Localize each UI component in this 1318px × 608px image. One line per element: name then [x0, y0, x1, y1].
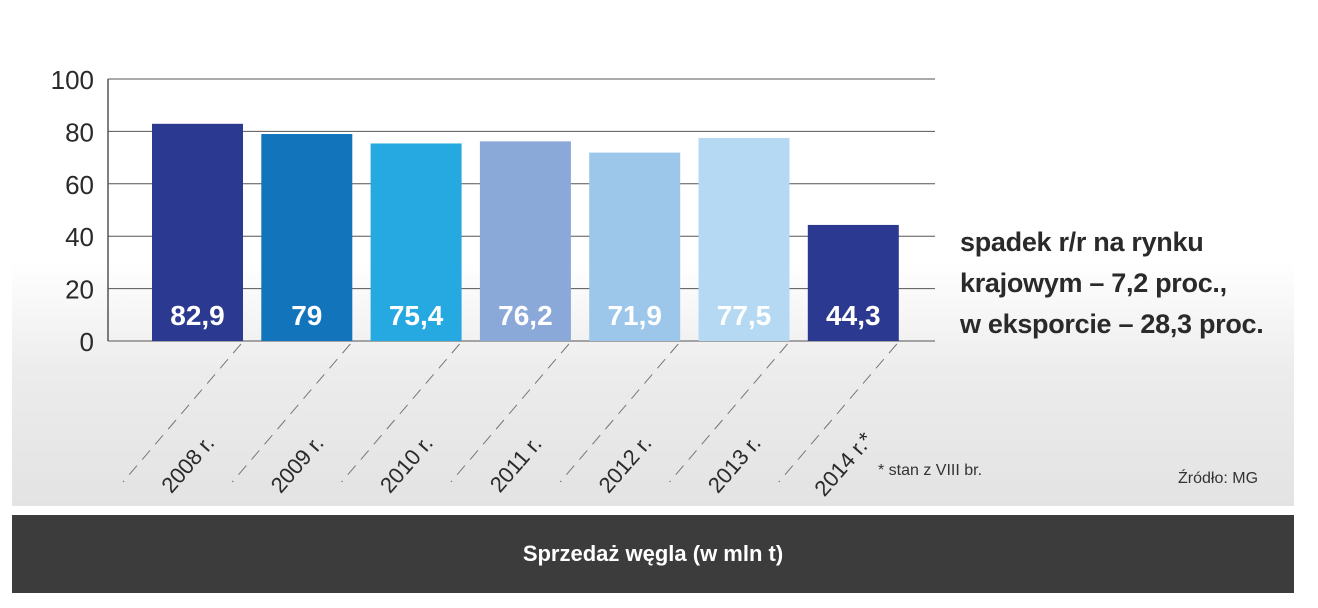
- bar: [807, 224, 899, 341]
- annotation-line: spadek r/r na rynku: [960, 227, 1204, 257]
- leader-line: [559, 343, 679, 483]
- chart-title: Sprzedaż węgla (w mln t): [522, 541, 784, 566]
- bar-value-label: 79: [291, 300, 322, 331]
- y-axis-ticks: 0 20 40 60 80 100: [51, 65, 94, 357]
- footer-title-bar: Sprzedaż węgla (w mln t): [12, 515, 1294, 593]
- bar-value-label: 44,3: [826, 300, 881, 331]
- leader-line: [778, 343, 898, 483]
- bar-value-label: 76,2: [498, 300, 553, 331]
- leader-line: [450, 343, 570, 483]
- bar-value-label: 82,9: [170, 300, 225, 331]
- y-tick-label: 80: [65, 117, 94, 147]
- bar: [370, 143, 462, 341]
- bar: [261, 134, 353, 341]
- bar-value-label: 77,5: [717, 300, 772, 331]
- y-tick-label: 100: [51, 65, 94, 95]
- y-tick-label: 20: [65, 275, 94, 305]
- category-leader-lines: [122, 343, 898, 483]
- y-tick-label: 40: [65, 222, 94, 252]
- leader-line: [341, 343, 460, 483]
- leader-line: [122, 343, 242, 483]
- y-tick-label: 0: [80, 327, 94, 357]
- bar: [589, 152, 681, 341]
- bar: [479, 141, 571, 341]
- annotation-text: spadek r/r na rynku krajowym – 7,2 proc.…: [960, 222, 1300, 345]
- bars: 82,9 79 75,4 76,2 71,9 77,5 44,3: [152, 123, 899, 341]
- leader-line: [231, 343, 351, 483]
- annotation-line: w eksporcie – 28,3 proc.: [960, 309, 1264, 339]
- bar: [698, 137, 790, 341]
- source-note: Źródło: MG: [1178, 470, 1259, 487]
- leader-line: [669, 343, 788, 483]
- bar-value-label: 71,9: [607, 300, 662, 331]
- bar-value-label: 75,4: [389, 300, 444, 331]
- footnote: * stan z VIII br.: [878, 462, 983, 479]
- annotation-line: krajowym – 7,2 proc.,: [960, 268, 1227, 298]
- bar: [152, 123, 243, 341]
- y-tick-label: 60: [65, 170, 94, 200]
